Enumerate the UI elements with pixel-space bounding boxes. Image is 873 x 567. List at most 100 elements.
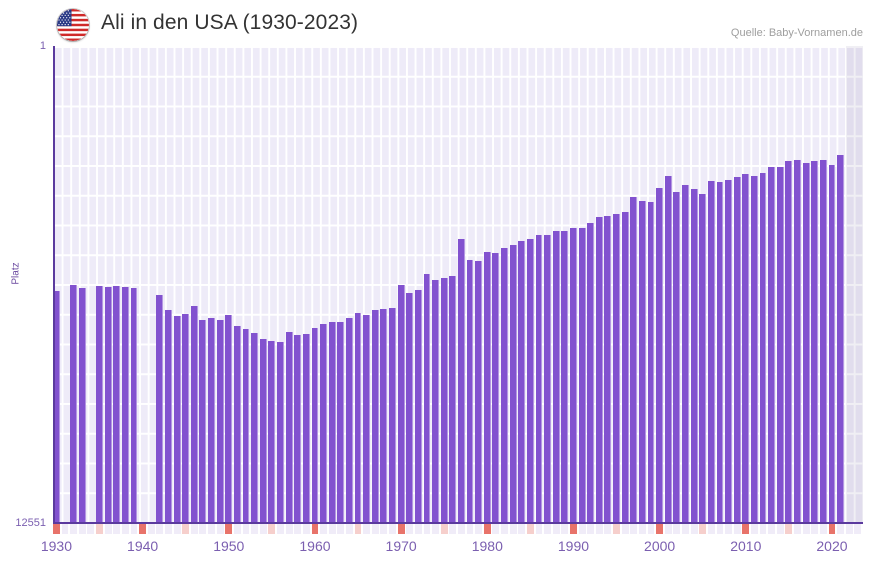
bar-1993[interactable] [595, 217, 603, 522]
bar-1969[interactable] [389, 307, 396, 522]
y-axis-line [53, 46, 55, 523]
bar-2019[interactable] [819, 159, 827, 522]
bar-2018[interactable] [811, 160, 819, 522]
bar-1942[interactable] [156, 294, 164, 522]
bar-1999[interactable] [647, 202, 655, 522]
bar-1988[interactable] [552, 231, 560, 522]
bar-1965[interactable] [354, 313, 362, 522]
bar-1964[interactable] [345, 317, 353, 522]
bar-1991[interactable] [578, 227, 586, 522]
bar-1968[interactable] [380, 308, 388, 522]
bar-1971[interactable] [406, 293, 414, 522]
bar-1986[interactable] [535, 235, 543, 522]
bar-2008[interactable] [725, 179, 732, 522]
bar-1983[interactable] [509, 245, 517, 522]
bar-1962[interactable] [328, 321, 336, 522]
bar-1985[interactable] [526, 239, 534, 522]
bar-1977[interactable] [458, 239, 465, 522]
bar-1974[interactable] [432, 279, 440, 522]
bar-1938[interactable] [121, 286, 129, 522]
bar-1995[interactable] [613, 213, 620, 522]
bar-2003[interactable] [682, 185, 689, 522]
bar-2015[interactable] [785, 160, 793, 522]
bar-1953[interactable] [251, 333, 259, 522]
x-tick-1930 [53, 524, 60, 534]
bar-2001[interactable] [664, 175, 672, 522]
bar-1960[interactable] [311, 328, 319, 522]
bar-2012[interactable] [759, 172, 767, 522]
bar-1948[interactable] [208, 317, 215, 522]
bar-1951[interactable] [233, 325, 241, 522]
bar-1966[interactable] [363, 315, 371, 522]
bar-1961[interactable] [320, 323, 327, 522]
bar-1944[interactable] [173, 316, 181, 522]
bar-2011[interactable] [750, 176, 758, 522]
bar-1933[interactable] [78, 287, 86, 522]
bar-1996[interactable] [621, 211, 629, 522]
x-tick-1993 [595, 524, 603, 534]
x-tick-2004 [690, 524, 698, 534]
bar-1982[interactable] [501, 248, 508, 522]
bar-2006[interactable] [707, 181, 715, 522]
bar-2017[interactable] [802, 162, 810, 522]
bar-2021[interactable] [837, 154, 845, 522]
bar-2014[interactable] [776, 166, 784, 522]
x-tick-2013 [768, 524, 776, 534]
x-tick-1995 [613, 524, 620, 534]
bar-1989[interactable] [561, 231, 569, 522]
bar-1998[interactable] [638, 200, 646, 522]
bar-2007[interactable] [716, 181, 724, 522]
bar-1959[interactable] [302, 334, 310, 522]
bar-1990[interactable] [570, 228, 577, 522]
bar-1978[interactable] [466, 259, 474, 522]
bar-1987[interactable] [544, 234, 552, 522]
bar-2013[interactable] [768, 167, 776, 522]
bar-1976[interactable] [449, 276, 457, 522]
bar-1937[interactable] [113, 286, 121, 522]
bar-2020[interactable] [828, 165, 836, 522]
bar-1992[interactable] [587, 222, 595, 522]
bar-1967[interactable] [371, 310, 379, 522]
bar-1963[interactable] [337, 321, 345, 522]
bar-1952[interactable] [242, 329, 250, 522]
bar-1956[interactable] [277, 341, 284, 522]
bar-1935[interactable] [96, 286, 103, 522]
plot-area [53, 46, 863, 522]
x-tick-1986 [535, 524, 543, 534]
x-axis-label-1950: 1950 [213, 538, 245, 554]
bar-1954[interactable] [259, 339, 267, 522]
x-tick-1962 [328, 524, 336, 534]
bar-1979[interactable] [475, 261, 483, 522]
bar-1980[interactable] [483, 251, 491, 522]
bar-1943[interactable] [165, 309, 172, 522]
bar-1932[interactable] [70, 284, 78, 522]
bar-1984[interactable] [518, 240, 526, 522]
bar-1958[interactable] [294, 334, 302, 522]
bar-1930[interactable] [53, 290, 60, 522]
bar-1939[interactable] [130, 287, 138, 522]
bar-2009[interactable] [733, 176, 741, 522]
bar-1970[interactable] [397, 285, 405, 522]
x-tick-1932 [70, 524, 78, 534]
bar-1994[interactable] [604, 215, 612, 522]
bar-1973[interactable] [423, 274, 431, 522]
bar-2016[interactable] [794, 159, 801, 522]
bar-1957[interactable] [285, 332, 293, 522]
bar-1949[interactable] [216, 320, 224, 522]
bar-1997[interactable] [630, 196, 638, 522]
bar-1946[interactable] [190, 305, 198, 522]
bar-1950[interactable] [225, 314, 233, 522]
bar-1936[interactable] [104, 286, 112, 522]
bar-1972[interactable] [414, 290, 422, 522]
x-tick-1943 [165, 524, 172, 534]
bar-2002[interactable] [673, 192, 681, 522]
bar-1981[interactable] [492, 253, 500, 522]
bar-2004[interactable] [690, 188, 698, 522]
bar-1947[interactable] [199, 319, 207, 522]
bar-2010[interactable] [742, 174, 750, 522]
bar-2005[interactable] [699, 193, 707, 522]
bar-1945[interactable] [182, 314, 190, 522]
bar-1955[interactable] [268, 340, 276, 522]
bar-2000[interactable] [656, 188, 664, 522]
bar-1975[interactable] [440, 277, 448, 522]
